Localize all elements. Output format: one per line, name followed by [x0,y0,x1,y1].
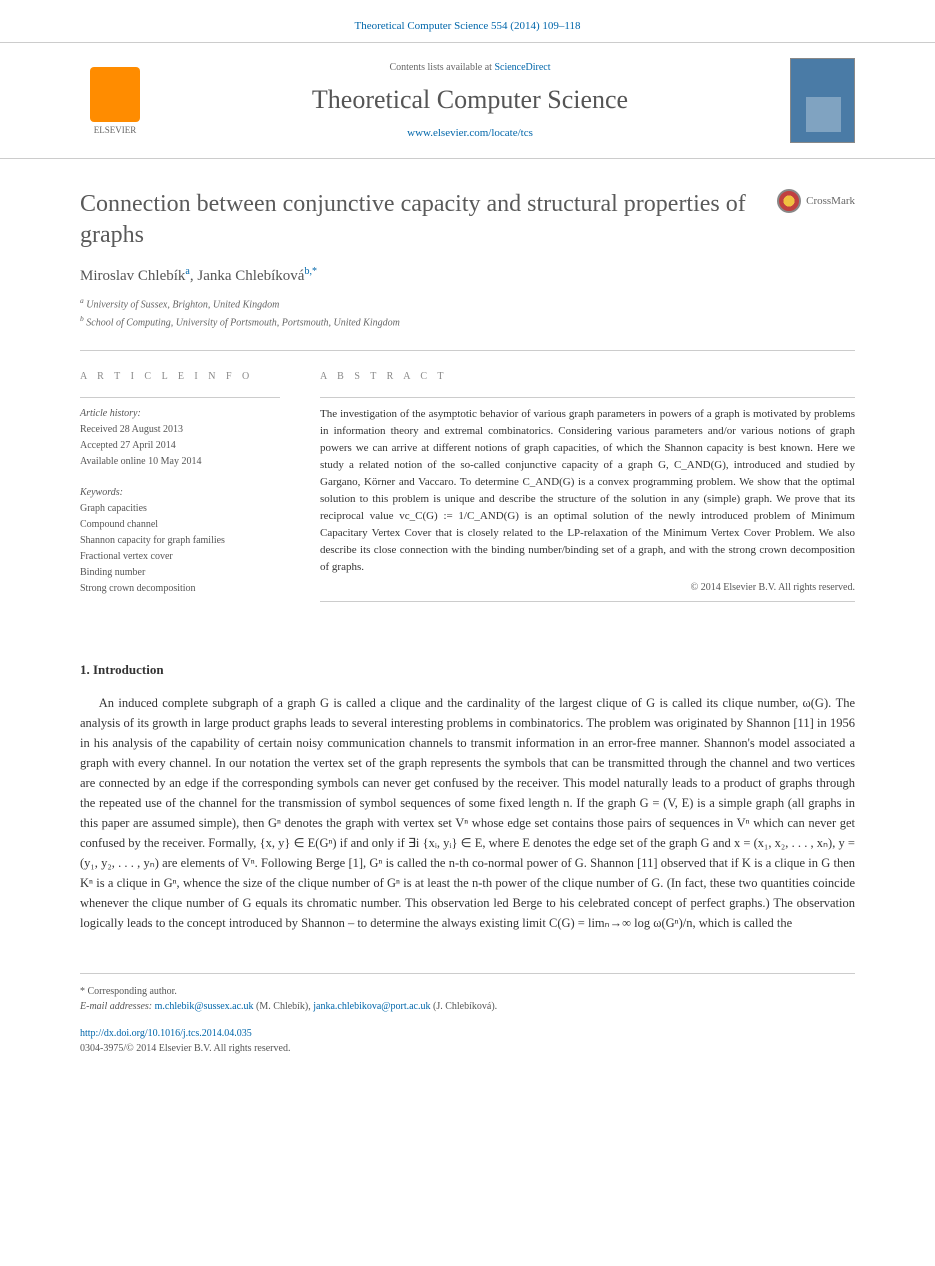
citation-header: Theoretical Computer Science 554 (2014) … [0,0,935,42]
journal-masthead: ELSEVIER Contents lists available at Sci… [0,42,935,159]
section-1-heading: 1. Introduction [80,662,855,678]
info-abstract-row: A R T I C L E I N F O Article history: R… [80,350,855,632]
author-2-affil[interactable]: b, [304,266,312,277]
keyword-5: Binding number [80,565,280,581]
abstract-heading: A B S T R A C T [320,371,855,382]
info-heading: A R T I C L E I N F O [80,371,280,382]
article-history: Article history: Received 28 August 2013… [80,397,280,470]
keywords-label: Keywords: [80,485,280,501]
keyword-4: Fractional vertex cover [80,549,280,565]
page-footer: * Corresponding author. E-mail addresses… [80,973,855,1076]
citation-text[interactable]: Theoretical Computer Science 554 (2014) … [355,20,581,32]
journal-info: Contents lists available at ScienceDirec… [170,62,770,139]
keyword-3: Shannon capacity for graph families [80,533,280,549]
introduction-section: 1. Introduction An induced complete subg… [0,632,935,933]
contents-prefix: Contents lists available at [389,62,494,73]
history-label: Article history: [80,406,280,422]
abstract-copyright: © 2014 Elsevier B.V. All rights reserved… [320,582,855,602]
title-section: Connection between conjunctive capacity … [0,159,935,266]
affiliations: a University of Sussex, Brighton, United… [0,295,935,350]
affil-a-text: University of Sussex, Brighton, United K… [86,300,279,311]
keywords-block: Keywords: Graph capacities Compound chan… [80,485,280,597]
email-1[interactable]: m.chlebik@sussex.ac.uk [155,1001,254,1012]
journal-cover-thumbnail[interactable] [790,58,855,143]
affil-b-text: School of Computing, University of Ports… [86,317,400,328]
email-2[interactable]: janka.chlebikova@port.ac.uk [313,1001,430,1012]
journal-title: Theoretical Computer Science [170,85,770,115]
article-title: Connection between conjunctive capacity … [80,189,777,251]
doi-link[interactable]: http://dx.doi.org/10.1016/j.tcs.2014.04.… [80,1026,855,1041]
received-date: Received 28 August 2013 [80,422,280,438]
affiliation-a: a University of Sussex, Brighton, United… [80,295,855,312]
email-1-name: (M. Chlebík), [254,1001,314,1012]
keyword-6: Strong crown decomposition [80,581,280,597]
crossmark-badge[interactable]: CrossMark [777,189,855,213]
crossmark-icon [777,189,801,213]
author-1[interactable]: Miroslav Chlebík [80,268,185,284]
corresponding-note: * Corresponding author. [80,984,855,999]
abstract-text: The investigation of the asymptotic beha… [320,397,855,576]
footer-copyright: 0304-3975/© 2014 Elsevier B.V. All right… [80,1041,855,1056]
elsevier-tree-icon [90,67,140,122]
author-2[interactable]: , Janka Chlebíková [190,268,305,284]
article-info-column: A R T I C L E I N F O Article history: R… [80,371,280,612]
keyword-1: Graph capacities [80,501,280,517]
affiliation-b: b School of Computing, University of Por… [80,313,855,330]
email-2-name: (J. Chlebíková). [431,1001,498,1012]
journal-homepage-link[interactable]: www.elsevier.com/locate/tcs [170,127,770,139]
email-line: E-mail addresses: m.chlebik@sussex.ac.uk… [80,999,855,1014]
authors-line: Miroslav Chlebíka, Janka Chlebíkováb,* [0,266,935,295]
publisher-name: ELSEVIER [94,125,137,135]
accepted-date: Accepted 27 April 2014 [80,438,280,454]
abstract-column: A B S T R A C T The investigation of the… [320,371,855,612]
crossmark-label: CrossMark [806,195,855,207]
contents-available: Contents lists available at ScienceDirec… [170,62,770,73]
keyword-2: Compound channel [80,517,280,533]
email-label: E-mail addresses: [80,1001,155,1012]
publisher-logo[interactable]: ELSEVIER [80,61,150,141]
sciencedirect-link[interactable]: ScienceDirect [494,62,550,73]
corresponding-star[interactable]: * [312,266,317,277]
intro-paragraph: An induced complete subgraph of a graph … [80,693,855,933]
online-date: Available online 10 May 2014 [80,454,280,470]
